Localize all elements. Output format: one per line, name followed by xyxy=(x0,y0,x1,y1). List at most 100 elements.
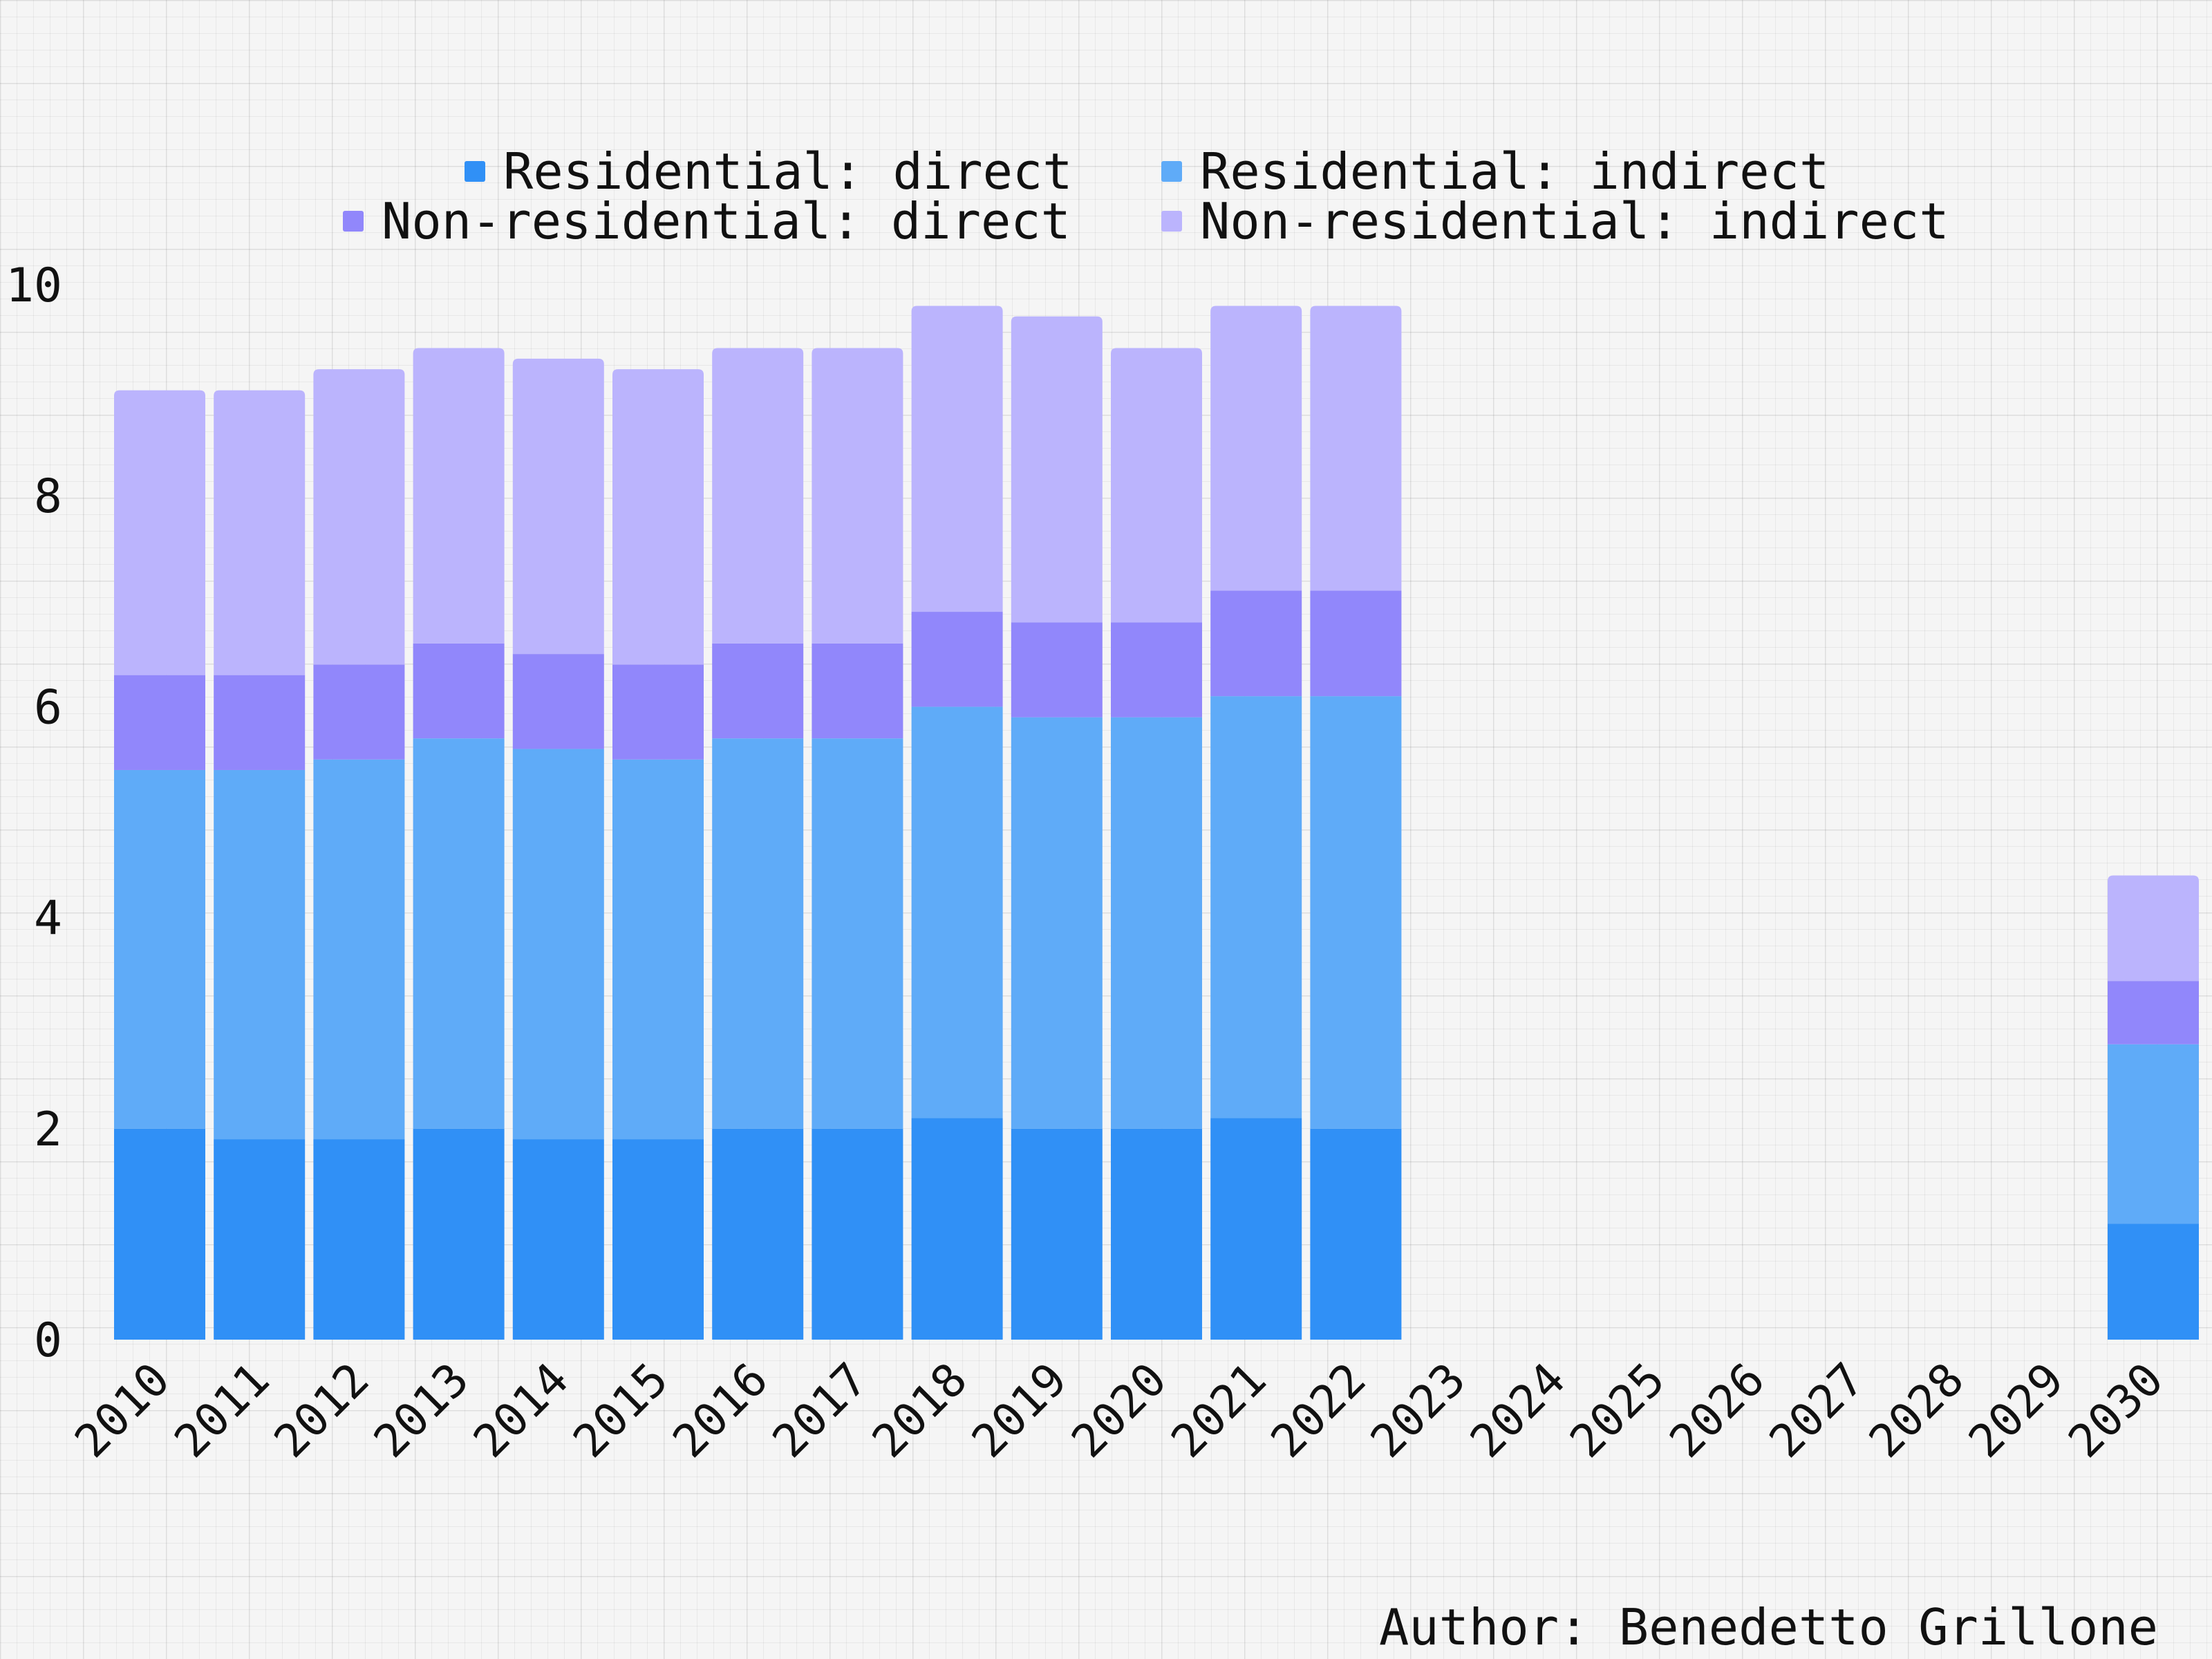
x-tick-label: 2021 xyxy=(1161,1353,1277,1468)
bar-segment-2030-residential-indirect xyxy=(2108,1044,2199,1224)
y-tick-label: 10 xyxy=(6,259,62,313)
bar-segment-2021-residential-indirect xyxy=(1210,696,1302,1118)
x-tick-label: 2024 xyxy=(1460,1353,1575,1468)
bar-segment-2013-residential-direct xyxy=(413,1128,505,1340)
x-tick-label: 2013 xyxy=(364,1353,479,1468)
legend-item-nonresidential-indirect: Non-residential: indirect xyxy=(1161,196,1949,246)
bar-segment-2018-residential-indirect xyxy=(911,706,1003,1118)
x-tick-label: 2014 xyxy=(463,1353,579,1468)
author-credit: Author: Benedetto Grillone xyxy=(1378,1598,2158,1656)
bar-segment-2021-non-residential-direct xyxy=(1210,590,1302,697)
bar-segment-2017-non-residential-direct xyxy=(812,643,903,739)
bar-segment-2012-residential-indirect xyxy=(313,759,405,1140)
bar-segment-2012-non-residential-direct xyxy=(313,664,405,760)
bar-segment-2030-residential-direct xyxy=(2108,1224,2199,1340)
x-tick-label: 2012 xyxy=(264,1353,379,1468)
x-tick-label: 2023 xyxy=(1360,1353,1476,1468)
bar-segment-2010-non-residential-direct xyxy=(114,675,205,770)
bar-segment-2022-residential-indirect xyxy=(1310,696,1402,1129)
x-tick-label: 2028 xyxy=(1859,1353,1974,1468)
x-tick-label: 2019 xyxy=(962,1353,1077,1468)
x-tick-label: 2029 xyxy=(1958,1353,2074,1468)
bar-segment-2030-non-residential-indirect xyxy=(2108,875,2199,982)
legend-label-residential-direct: Residential: direct xyxy=(503,142,1073,200)
bar-segment-2030-non-residential-direct xyxy=(2108,981,2199,1044)
y-tick-label: 8 xyxy=(34,469,62,524)
x-tick-label: 2020 xyxy=(1061,1353,1177,1468)
bar-segment-2017-residential-direct xyxy=(812,1128,903,1340)
legend-swatch-nonresidential-indirect xyxy=(1161,211,1182,232)
y-tick-label: 2 xyxy=(34,1103,62,1157)
bar-segment-2016-non-residential-indirect xyxy=(712,348,804,644)
bar-segment-2021-residential-direct xyxy=(1210,1118,1302,1340)
x-tick-label: 2018 xyxy=(862,1353,977,1468)
bar-segment-2010-residential-direct xyxy=(114,1128,205,1340)
x-tick-label: 2022 xyxy=(1261,1353,1376,1468)
bar-segment-2019-non-residential-indirect xyxy=(1011,316,1103,623)
y-tick-label: 4 xyxy=(34,892,62,946)
legend-swatch-nonresidential-direct xyxy=(343,211,364,232)
bar-segment-2010-non-residential-indirect xyxy=(114,390,205,675)
bar-segment-2012-non-residential-indirect xyxy=(313,369,405,665)
bar-segment-2022-non-residential-indirect xyxy=(1310,306,1402,591)
bar-segment-2017-non-residential-indirect xyxy=(812,348,903,644)
legend-swatch-residential-indirect xyxy=(1161,161,1182,182)
bar-segment-2016-non-residential-direct xyxy=(712,643,804,739)
bar-segment-2015-residential-direct xyxy=(612,1139,704,1340)
bar-segment-2015-non-residential-direct xyxy=(612,664,704,760)
bar-segment-2016-residential-direct xyxy=(712,1128,804,1340)
bar-segment-2020-residential-indirect xyxy=(1111,717,1202,1129)
x-tick-label: 2015 xyxy=(563,1353,678,1468)
bar-segment-2015-residential-indirect xyxy=(612,759,704,1140)
x-tick-label: 2027 xyxy=(1759,1353,1875,1468)
bar-segment-2011-non-residential-indirect xyxy=(214,390,306,675)
legend-item-nonresidential-direct: Non-residential: direct xyxy=(343,196,1071,246)
bar-segment-2014-residential-direct xyxy=(512,1139,604,1340)
bar-segment-2012-residential-direct xyxy=(313,1139,405,1340)
bar-segment-2014-residential-indirect xyxy=(512,749,604,1140)
legend-item-residential-direct: Residential: direct xyxy=(465,147,1073,196)
bar-segment-2022-residential-direct xyxy=(1310,1128,1402,1340)
y-tick-label: 6 xyxy=(34,680,62,735)
bar-segment-2020-residential-direct xyxy=(1111,1128,1202,1340)
legend-label-nonresidential-indirect: Non-residential: indirect xyxy=(1200,192,1949,250)
bar-segment-2017-residential-indirect xyxy=(812,738,903,1129)
bar-segment-2016-residential-indirect xyxy=(712,738,804,1129)
legend-label-residential-indirect: Residential: indirect xyxy=(1200,142,1830,200)
x-tick-label: 2025 xyxy=(1559,1353,1675,1468)
legend-swatch-residential-direct xyxy=(465,161,485,182)
bar-segment-2018-non-residential-direct xyxy=(911,612,1003,707)
bars xyxy=(114,306,2199,1340)
bar-segment-2019-residential-indirect xyxy=(1011,717,1103,1129)
bar-segment-2021-non-residential-indirect xyxy=(1210,306,1302,591)
bar-segment-2013-residential-indirect xyxy=(413,738,505,1129)
x-tick-label: 2016 xyxy=(663,1353,778,1468)
y-axis: 0 2 4 6 8 10 xyxy=(6,259,62,1368)
bar-segment-2015-non-residential-indirect xyxy=(612,369,704,665)
bar-segment-2010-residential-indirect xyxy=(114,769,205,1129)
bar-segment-2014-non-residential-direct xyxy=(512,654,604,749)
bar-segment-2020-non-residential-direct xyxy=(1111,622,1202,718)
y-tick-label: 0 xyxy=(34,1313,62,1368)
bar-segment-2011-non-residential-direct xyxy=(214,675,306,770)
x-tick-label: 2026 xyxy=(1660,1353,1775,1468)
bar-segment-2019-non-residential-direct xyxy=(1011,622,1103,718)
x-axis: 2010201120122013201420152016201720182019… xyxy=(64,1353,2173,1468)
bar-segment-2018-residential-direct xyxy=(911,1118,1003,1340)
bar-segment-2013-non-residential-direct xyxy=(413,643,505,739)
bar-segment-2022-non-residential-direct xyxy=(1310,590,1402,697)
bar-segment-2011-residential-indirect xyxy=(214,769,306,1140)
x-tick-label: 2010 xyxy=(64,1353,180,1468)
bar-segment-2011-residential-direct xyxy=(214,1139,306,1340)
bar-segment-2014-non-residential-indirect xyxy=(512,358,604,655)
legend-label-nonresidential-direct: Non-residential: direct xyxy=(382,192,1071,250)
legend-item-residential-indirect: Residential: indirect xyxy=(1161,147,1829,196)
x-tick-label: 2017 xyxy=(762,1353,878,1468)
bar-segment-2020-non-residential-indirect xyxy=(1111,348,1202,623)
x-tick-label: 2030 xyxy=(2058,1353,2173,1468)
bar-segment-2019-residential-direct xyxy=(1011,1128,1103,1340)
bar-segment-2018-non-residential-indirect xyxy=(911,306,1003,612)
bar-segment-2013-non-residential-indirect xyxy=(413,348,505,644)
x-tick-label: 2011 xyxy=(165,1353,280,1468)
